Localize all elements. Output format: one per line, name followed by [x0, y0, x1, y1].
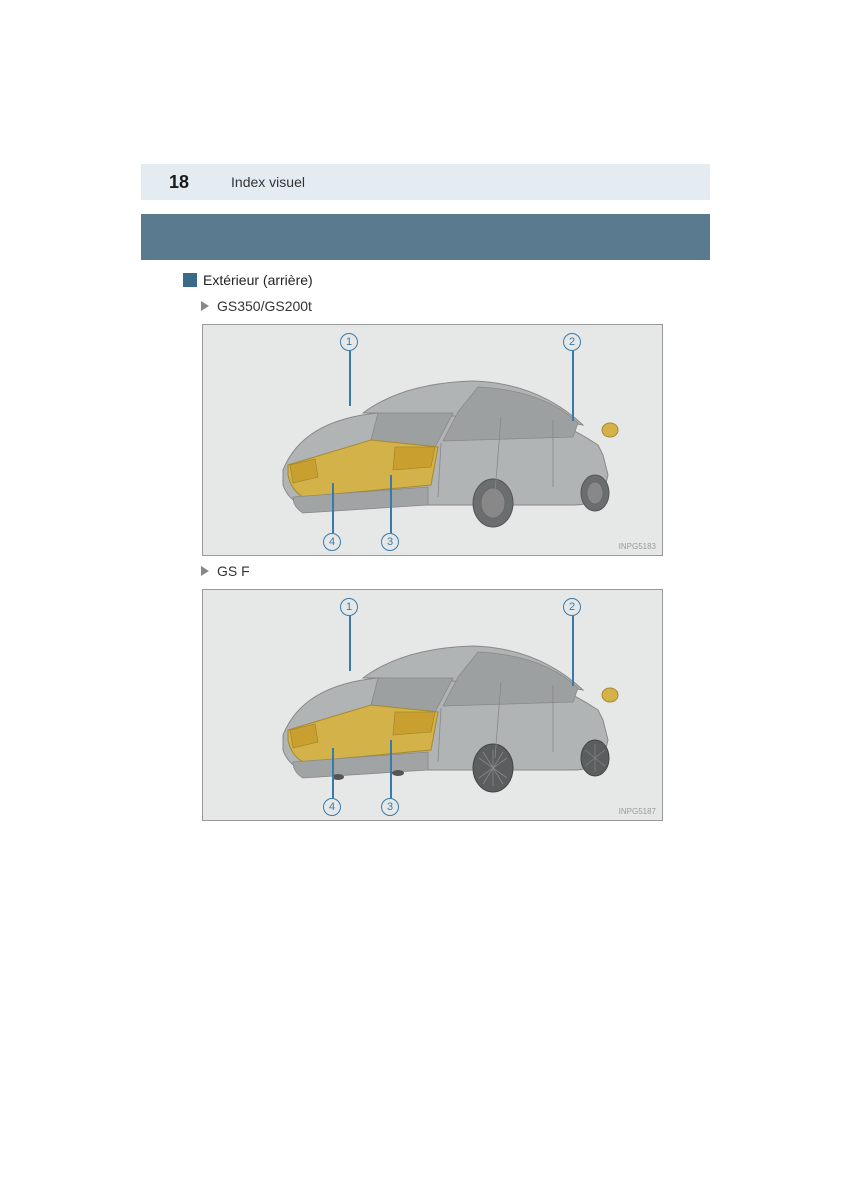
callout-line	[572, 351, 574, 421]
subheading-2-text: GS F	[217, 563, 250, 579]
section-band	[141, 214, 710, 260]
callout-line	[332, 483, 334, 533]
callout-4: 4	[323, 533, 341, 551]
subheading-1-text: GS350/GS200t	[217, 298, 312, 314]
section-heading: Extérieur (arrière)	[183, 272, 313, 288]
callout-2: 2	[563, 598, 581, 616]
callout-4: 4	[323, 798, 341, 816]
image-code-1: INPG5183	[619, 542, 656, 551]
callout-line	[390, 475, 392, 533]
callout-3: 3	[381, 533, 399, 551]
diagram-2: 1 2 3 4 INPG5187	[202, 589, 663, 821]
callout-2: 2	[563, 333, 581, 351]
callout-line	[332, 748, 334, 798]
subheading-1: GS350/GS200t	[201, 298, 312, 314]
subheading-2: GS F	[201, 563, 250, 579]
callout-1: 1	[340, 598, 358, 616]
triangle-bullet-icon	[201, 301, 209, 311]
section-heading-text: Extérieur (arrière)	[203, 272, 313, 288]
callout-3: 3	[381, 798, 399, 816]
callout-1: 1	[340, 333, 358, 351]
heading-bullet-icon	[183, 273, 197, 287]
car-illustration-2	[243, 630, 633, 810]
triangle-bullet-icon	[201, 566, 209, 576]
callout-line	[572, 616, 574, 686]
header-title: Index visuel	[231, 174, 305, 190]
page-number: 18	[169, 172, 189, 193]
image-code-2: INPG5187	[619, 807, 656, 816]
page-header: 18 Index visuel	[141, 164, 710, 200]
callout-line	[349, 351, 351, 406]
diagram-1: 1 2 3 4 INPG5183	[202, 324, 663, 556]
car-illustration-1	[243, 365, 633, 545]
callout-line	[349, 616, 351, 671]
callout-line	[390, 740, 392, 798]
